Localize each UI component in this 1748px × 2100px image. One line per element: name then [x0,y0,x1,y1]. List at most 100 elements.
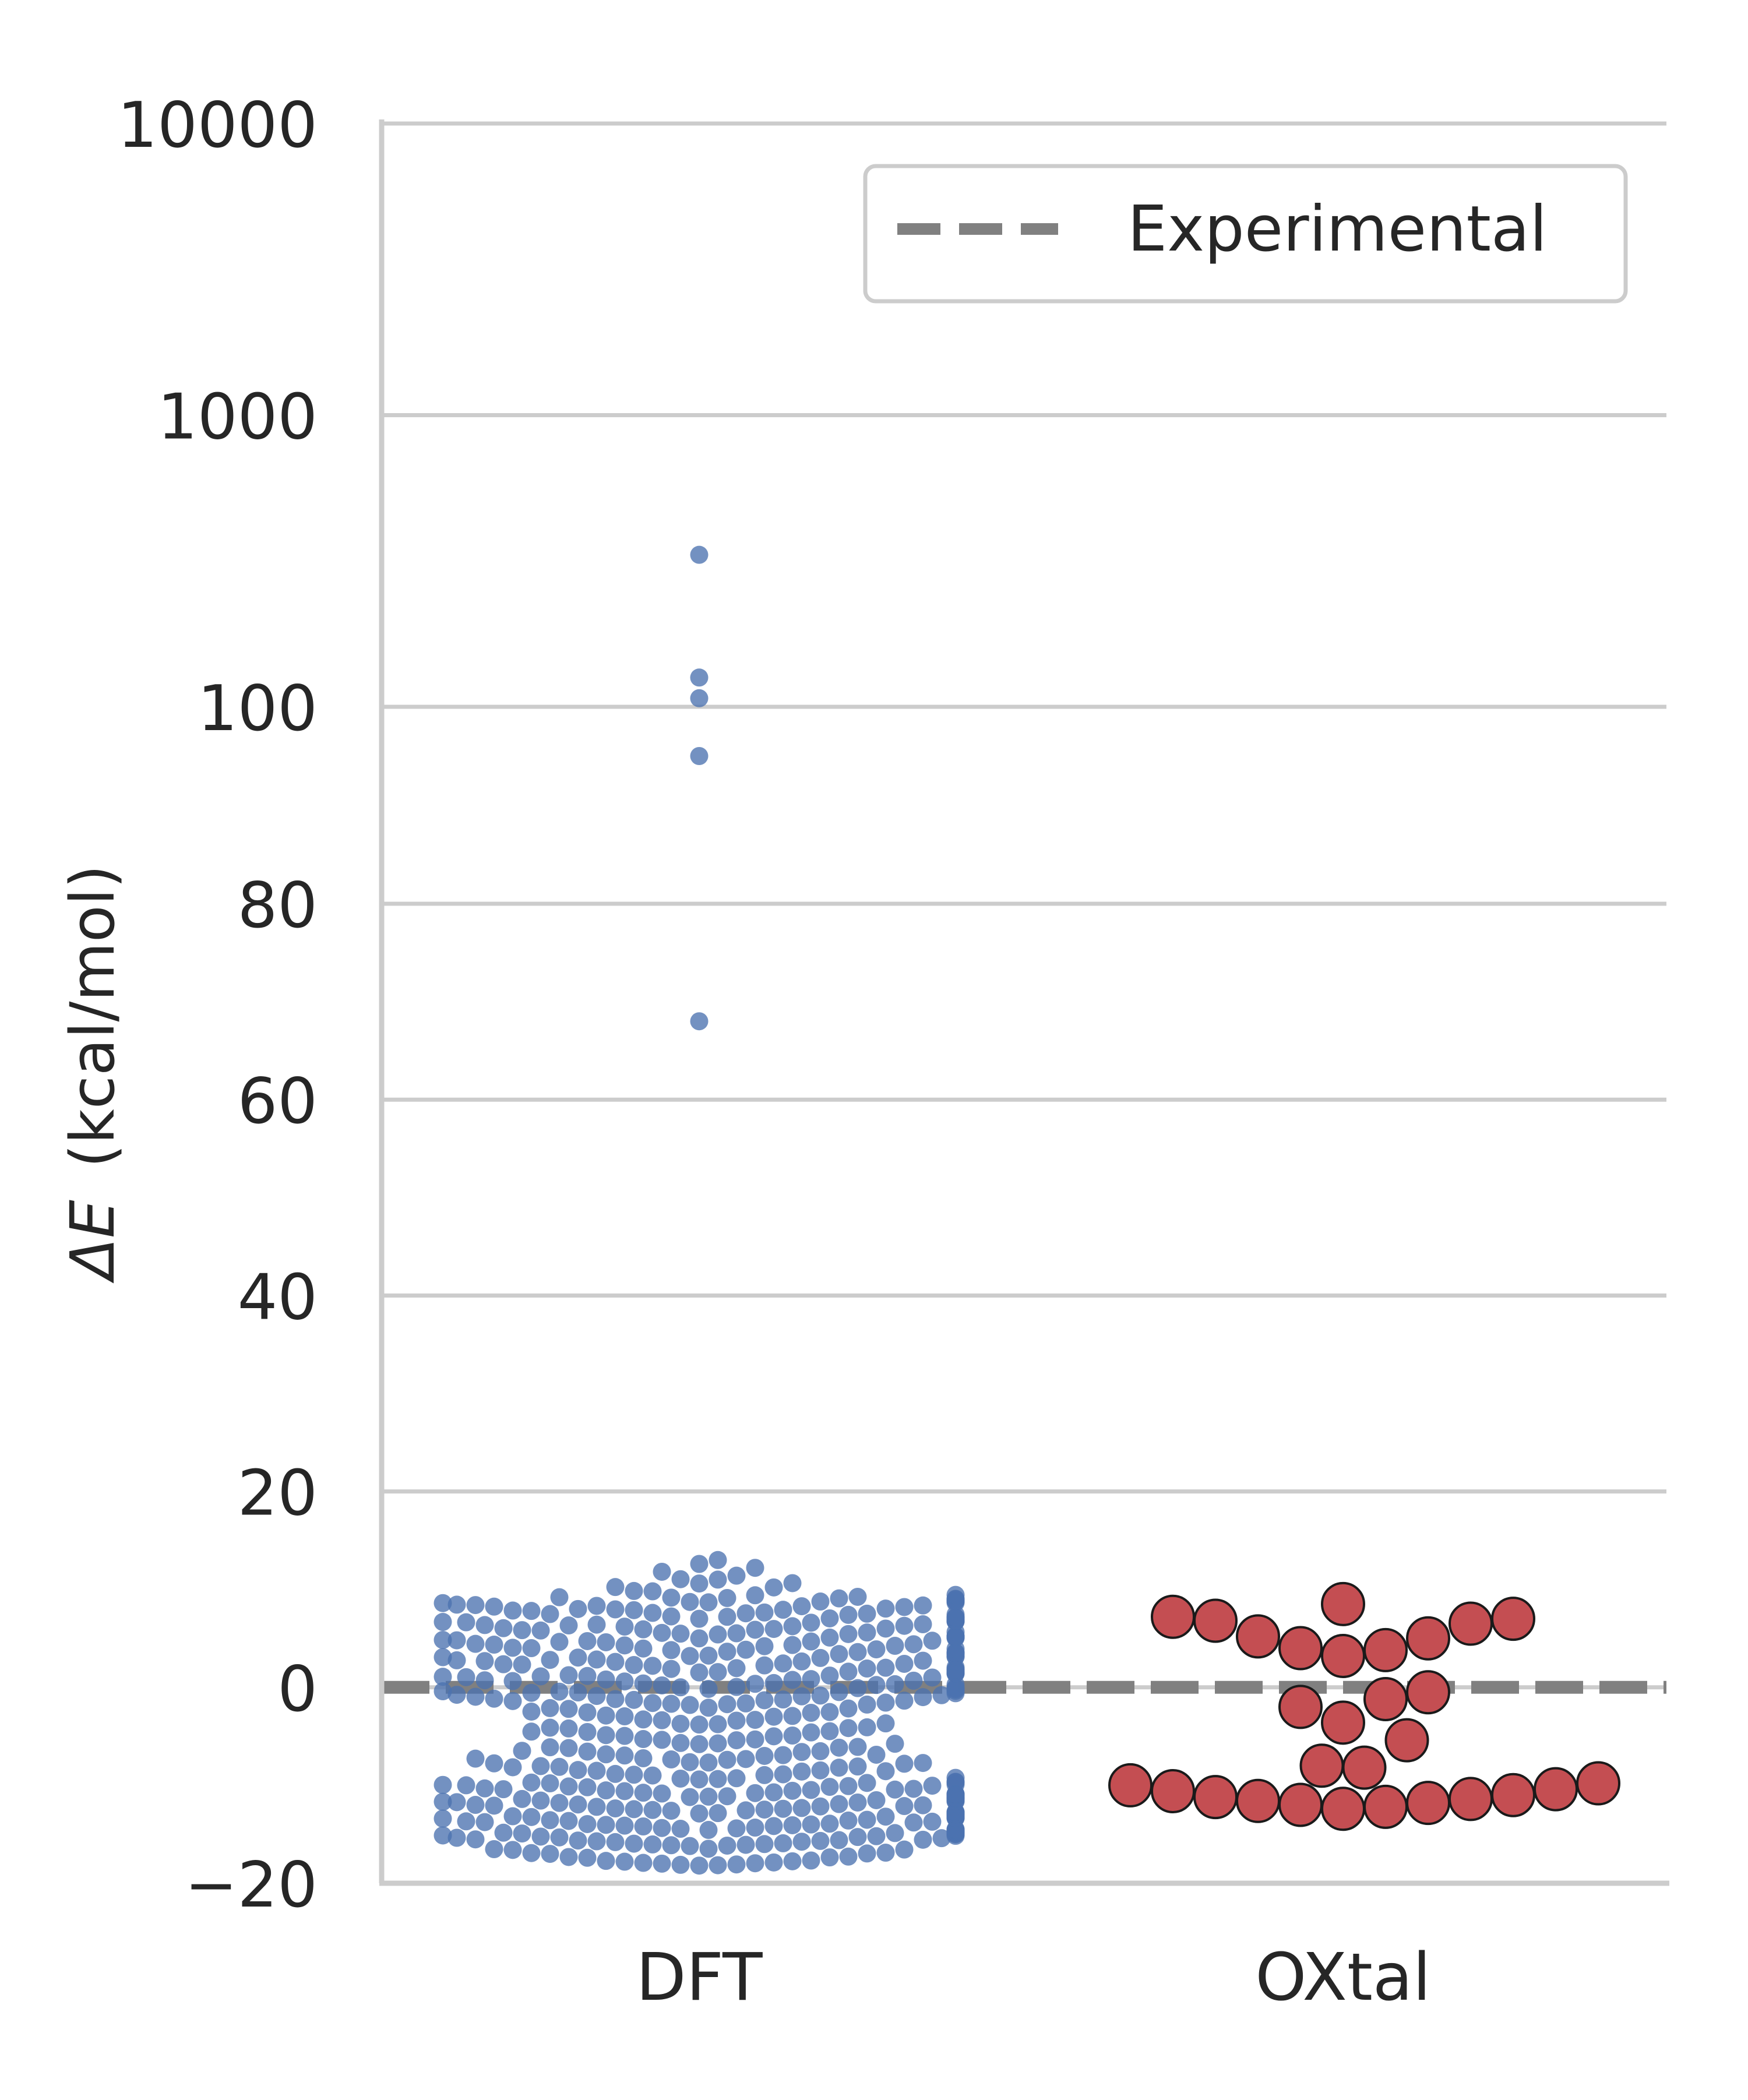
dft-point [858,1659,876,1678]
x-tick-labels: DFT OXtal [636,1940,1430,2016]
dft-point [569,1683,587,1702]
oxtal-point [1342,1745,1387,1790]
dft-point [764,1817,783,1835]
dft-outlier-point [690,689,709,707]
dft-point [718,1643,736,1661]
dft-outlier-point [690,668,709,687]
dft-point [718,1608,736,1626]
dft-point [727,1566,746,1585]
dft-outlier-point [690,747,709,765]
dft-point [746,1559,764,1577]
dft-point [783,1574,802,1592]
dft-point [550,1794,569,1812]
dft-point [634,1620,653,1639]
dft-point [736,1640,755,1659]
dft-point [522,1807,541,1826]
dft-point [475,1671,494,1690]
dft-point [522,1702,541,1721]
dft-point [434,1630,452,1649]
dft-point [634,1710,653,1729]
dft-point [923,1668,942,1687]
dft-point [503,1672,522,1690]
dft-point [690,1770,709,1789]
dft-point [699,1593,718,1612]
dft-point [606,1652,625,1671]
dft-point [681,1837,699,1855]
dft-point [434,1826,452,1845]
dft-point [681,1592,699,1611]
dft-point [671,1820,690,1838]
dft-point [662,1607,681,1626]
dft-point [597,1816,615,1834]
dft-point [550,1682,569,1701]
dft-point [876,1844,895,1862]
dft-point [746,1854,764,1873]
dft-point [699,1821,718,1840]
oxtal-point [1151,1594,1195,1639]
dft-point [839,1662,858,1681]
dft-point [653,1711,671,1729]
oxtal-point [1363,1627,1408,1672]
dft-point [718,1787,736,1806]
dft-point [914,1596,932,1615]
dft-point [625,1766,643,1784]
dft-point [606,1764,625,1783]
dft-outlier-point [690,1012,709,1031]
dft-point [597,1745,615,1764]
dft-point [634,1674,653,1693]
dft-point [755,1766,774,1784]
dft-outlier-point [690,545,709,564]
dft-point [848,1828,867,1847]
dft-point [858,1604,876,1623]
dft-point [783,1816,802,1834]
dft-point [625,1581,643,1600]
dft-point [569,1599,587,1618]
dft-point [727,1624,746,1643]
dft-point [587,1761,606,1780]
dft-point [783,1781,802,1800]
y-tick-label: −20 [185,1849,318,1922]
dft-point [634,1784,653,1802]
oxtal-point [1278,1782,1323,1827]
dft-point [466,1749,485,1768]
dft-point [569,1831,587,1850]
dft-point [802,1704,820,1722]
dft-point [634,1749,653,1768]
dft-point [690,1609,709,1628]
dft-point [434,1594,452,1612]
oxtal-point [1576,1761,1620,1806]
dft-point [914,1796,932,1814]
dft-point [783,1726,802,1745]
dft-point [820,1609,839,1627]
dft-point [578,1742,597,1761]
dft-point [541,1718,559,1737]
dft-point [755,1691,774,1710]
dft-point [457,1668,475,1686]
dft-point [727,1855,746,1874]
dft-point [447,1686,466,1704]
dft-point [867,1745,886,1764]
y-tick-label: 20 [238,1457,318,1530]
dft-point [522,1639,541,1658]
dft-point [820,1722,839,1740]
dft-point [746,1620,764,1639]
dft-point [531,1827,550,1846]
dft-point [904,1780,923,1798]
dft-point [559,1739,578,1757]
oxtal-point [1321,1787,1365,1831]
dft-point [718,1695,736,1714]
dft-point [662,1641,681,1659]
dft-point [494,1619,513,1637]
dft-point [485,1689,503,1708]
dft-point [727,1711,746,1730]
dft-point [867,1676,886,1694]
y-axis-label: ΔE (kcal/mol) [57,865,128,1284]
dft-point [895,1598,914,1616]
dft-point [839,1847,858,1866]
dft-point [522,1722,541,1741]
legend: Experimental [863,164,1628,304]
dft-point [914,1688,932,1707]
dft-point [587,1615,606,1634]
dft-point [876,1714,895,1733]
dft-point [690,1574,709,1593]
